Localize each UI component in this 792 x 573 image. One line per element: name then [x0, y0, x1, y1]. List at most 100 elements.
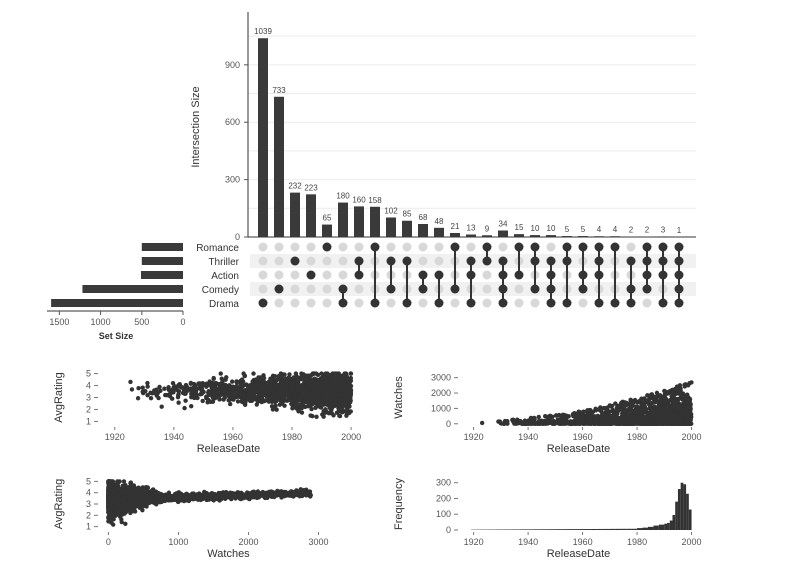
scatter-point	[512, 420, 517, 425]
intersection-size-label: 21	[451, 222, 460, 231]
y-tick-label: 0	[235, 232, 240, 242]
scatter-point	[182, 405, 187, 411]
scatter-point	[640, 412, 645, 417]
histogram-bar	[517, 529, 520, 530]
scatter-point	[536, 414, 541, 420]
scatter-point	[299, 394, 305, 399]
histogram-bar	[618, 528, 621, 530]
matrix-dot-empty	[434, 242, 444, 252]
scatter-point	[615, 403, 620, 409]
intersection-bar	[338, 202, 348, 237]
scatter-point	[638, 418, 644, 423]
scatter-point	[254, 495, 259, 500]
matrix-dot-empty	[258, 256, 268, 266]
scatter-point	[646, 393, 652, 398]
scatter-point	[588, 416, 594, 421]
scatter-point	[325, 383, 331, 388]
scatter-point	[607, 420, 613, 426]
intersection-size-label: 34	[499, 219, 508, 228]
scatter-point	[573, 414, 578, 419]
histogram-bar	[509, 529, 512, 530]
scatter-point	[118, 509, 123, 514]
scatter-point	[299, 410, 305, 415]
intersection-size-label: 733	[272, 86, 286, 95]
y-tick-label: 1	[86, 522, 91, 532]
intersection-bar	[274, 96, 284, 237]
scatter-point	[235, 386, 240, 392]
scatter-points	[479, 380, 694, 426]
y-tick-label: 0	[446, 525, 451, 535]
scatter-point	[158, 388, 163, 394]
scatter-point	[124, 501, 129, 506]
histogram-bar	[680, 482, 684, 530]
scatter-point	[333, 393, 338, 398]
scatter-point	[333, 398, 338, 403]
scatter-point	[542, 414, 548, 419]
scatter-point	[597, 406, 602, 412]
scatter-point	[332, 371, 338, 376]
scatter-point	[106, 502, 111, 507]
x-tick-label: 1940	[518, 432, 538, 442]
scatter-point	[182, 391, 187, 396]
scatter-point	[625, 418, 631, 424]
scatter-point	[346, 396, 352, 401]
scatter-point	[251, 389, 256, 394]
scatter-point	[206, 397, 211, 403]
intersection-bar	[514, 234, 524, 237]
scatter-point	[258, 375, 263, 380]
scatter-point	[328, 410, 333, 416]
intersection-bar	[466, 234, 476, 237]
scatter-point	[159, 404, 164, 409]
scatter-point	[328, 394, 333, 399]
histogram-bar	[522, 529, 526, 530]
scatter-point	[194, 386, 200, 392]
scatter-point	[595, 418, 601, 423]
set-label: Romance	[196, 243, 239, 254]
scatter-point	[635, 409, 640, 414]
scatter-point	[106, 496, 111, 502]
scatter-point	[192, 395, 197, 401]
scatter-point	[644, 420, 649, 425]
scatter-point	[120, 483, 125, 489]
scatter-point	[254, 383, 259, 389]
histogram-bar	[552, 529, 556, 530]
scatter-point	[162, 386, 167, 391]
scatter-point	[204, 381, 209, 387]
x-tick-label: 1960	[573, 432, 593, 442]
set-label: Thriller	[208, 257, 239, 268]
scatter-point	[150, 492, 156, 497]
scatter-point	[112, 490, 118, 495]
scatter-points	[128, 371, 354, 419]
scatter-point	[321, 408, 326, 414]
scatter-point	[121, 479, 127, 484]
intersection-bar	[658, 236, 668, 237]
histogram-bar	[642, 527, 648, 530]
scatter-point	[628, 399, 633, 405]
scatter-point	[129, 486, 135, 491]
set-size-tick-label: 500	[134, 317, 149, 327]
scatter-point	[127, 497, 132, 502]
y-tick-label: 600	[225, 117, 240, 127]
histogram-bar	[683, 484, 687, 530]
scatter-point	[346, 380, 351, 386]
histogram-bar	[555, 529, 559, 530]
histogram-bar	[503, 529, 507, 530]
scatter-point	[200, 383, 206, 388]
matrix-dot-empty	[290, 284, 300, 294]
scatter-point	[347, 385, 353, 391]
scatter-point	[290, 399, 295, 404]
scatter-point	[621, 421, 627, 426]
intersection-size-label: 85	[403, 210, 412, 219]
scatter-point	[145, 384, 150, 389]
scatter-point	[342, 379, 348, 385]
scatter-point	[143, 490, 148, 496]
scatter-point	[241, 396, 246, 401]
y-tick-label: 3000	[431, 373, 451, 383]
set-size-bar	[141, 243, 183, 251]
scatter-point	[515, 417, 520, 422]
scatter-point	[244, 383, 250, 388]
scatter-point	[578, 415, 583, 420]
scatter-point	[200, 398, 205, 404]
scatter-point	[132, 509, 138, 514]
histogram-bar	[677, 489, 681, 530]
